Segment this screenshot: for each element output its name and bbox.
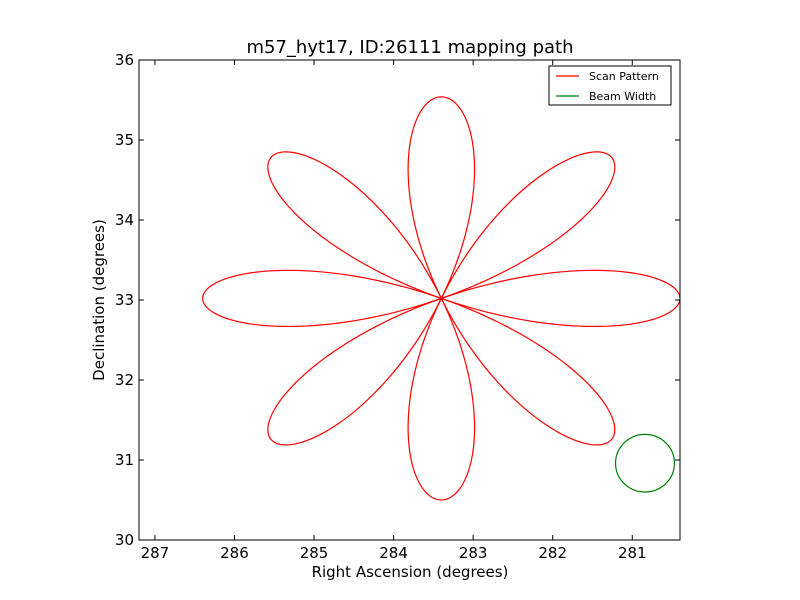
x-tick-label: 284 [379,544,408,562]
legend: Scan Pattern Beam Width [548,65,672,106]
y-tick-label: 31 [115,451,134,469]
legend-label-beam-width: Beam Width [589,90,656,103]
y-axis: 30 31 32 33 34 35 36 [115,51,680,549]
x-tick-label: 282 [538,544,567,562]
scan-pattern-petal [267,151,443,300]
scan-pattern-petal [407,96,476,300]
y-axis-label: Declination (degrees) [90,219,108,381]
scan-pattern-petal [440,297,616,446]
chart-title: m57_hyt17, ID:26111 mapping path [246,37,573,58]
x-tick-label: 286 [220,544,249,562]
legend-label-scan-pattern: Scan Pattern [589,70,659,83]
y-tick-label: 34 [115,211,134,229]
scan-pattern-petal [407,297,476,501]
x-tick-label: 285 [300,544,329,562]
x-axis: 287 286 285 284 283 282 281 [141,60,647,562]
x-tick-label: 287 [141,544,170,562]
beam-width-circle [614,433,676,493]
scan-pattern-petal [440,151,616,300]
scan-pattern-petal [439,269,680,328]
y-tick-label: 36 [115,51,134,69]
legend-box [548,65,672,106]
x-tick-label: 281 [618,544,647,562]
x-axis-label: Right Ascension (degrees) [312,563,509,581]
y-tick-label: 30 [115,531,134,549]
scan-pattern-petal [267,297,443,446]
y-tick-label: 35 [115,131,134,149]
x-tick-label: 283 [459,544,488,562]
y-tick-label: 32 [115,371,134,389]
plot-area [202,96,680,501]
scan-pattern-petal [202,269,444,328]
y-tick-label: 33 [115,291,134,309]
